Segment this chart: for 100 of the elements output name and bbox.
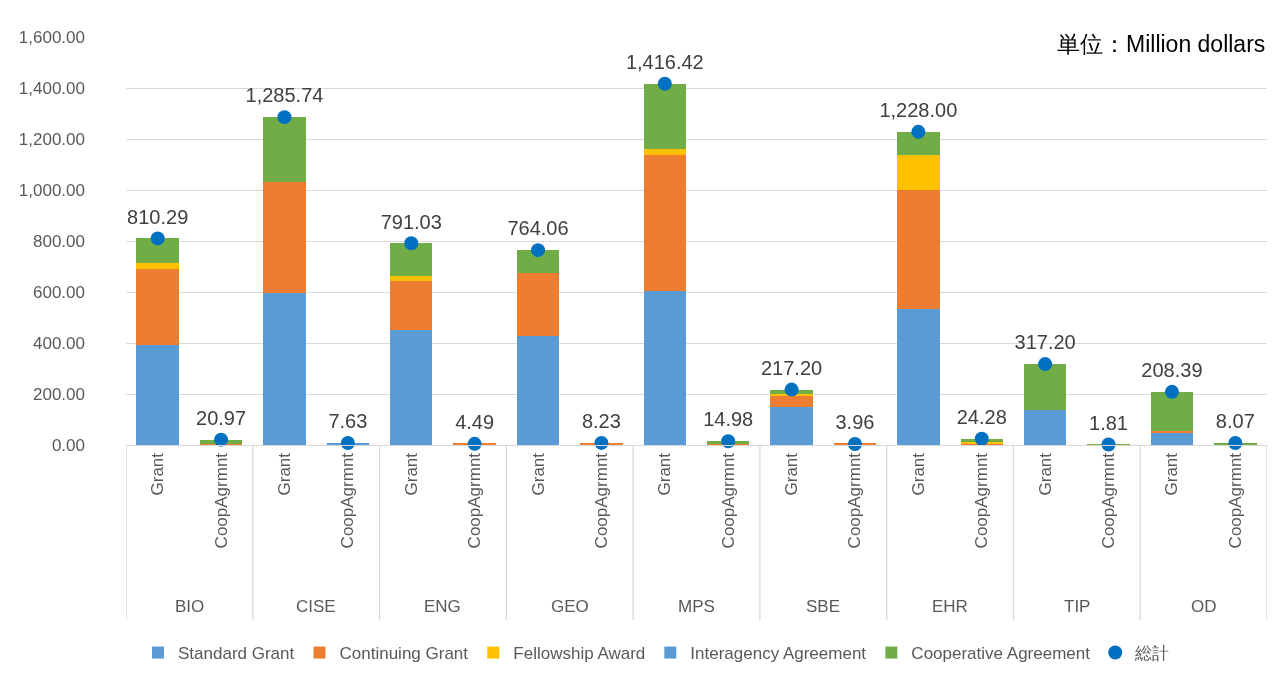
bar xyxy=(136,345,179,445)
data-label: 20.97 xyxy=(196,406,247,429)
bar xyxy=(897,131,940,155)
bar xyxy=(643,83,687,150)
legend-label: Fellowship Award xyxy=(513,644,646,664)
data-label: 1,228.00 xyxy=(879,99,958,122)
x-tick-label: Grant xyxy=(655,452,675,496)
data-label: 14.98 xyxy=(703,408,754,431)
x-tick-label: Grant xyxy=(782,452,802,496)
x-tick-label: Grant xyxy=(148,452,168,496)
point xyxy=(531,243,546,258)
bar xyxy=(1150,391,1194,432)
data-label: 3.96 xyxy=(835,411,875,434)
point xyxy=(404,236,419,251)
bar xyxy=(263,117,306,182)
bar xyxy=(516,335,560,445)
data-label: 8.07 xyxy=(1215,410,1255,433)
x-tick-label: CoopAgrmnt xyxy=(465,452,485,549)
data-label: 810.29 xyxy=(127,205,189,228)
bar xyxy=(390,330,433,445)
bar xyxy=(897,308,940,445)
legend-label: Continuing Grant xyxy=(339,644,469,664)
text: EHR xyxy=(932,597,968,616)
text: SBE xyxy=(806,597,841,616)
y-tick-label: 200.00 xyxy=(33,384,85,404)
data-label: 791.03 xyxy=(380,210,442,233)
bar xyxy=(390,243,433,277)
point xyxy=(467,436,482,451)
point xyxy=(340,436,355,451)
bar xyxy=(770,406,813,445)
point xyxy=(847,436,862,451)
x-tick-label: CoopAgrmnt xyxy=(972,452,992,549)
text: ENG xyxy=(424,597,461,616)
data-label: 1.81 xyxy=(1089,411,1128,434)
x-tick-label: Grant xyxy=(908,452,928,496)
bar xyxy=(136,268,179,346)
data-label: 317.20 xyxy=(1014,331,1076,354)
bar xyxy=(516,250,560,273)
bar xyxy=(263,293,306,445)
point xyxy=(150,231,165,246)
y-tick-label: 1,200.00 xyxy=(18,129,85,149)
bar xyxy=(390,281,433,331)
x-tick-label: CoopAgrmnt xyxy=(591,452,611,549)
point xyxy=(214,432,229,447)
data-label: 217.20 xyxy=(760,356,823,379)
point xyxy=(657,76,672,91)
bar xyxy=(390,276,433,282)
data-label: 24.28 xyxy=(956,406,1007,429)
legend-label: Cooperative Agreement xyxy=(911,644,1091,664)
bar xyxy=(643,291,687,445)
point xyxy=(1038,357,1053,372)
bar xyxy=(1023,364,1067,411)
text: BIO xyxy=(175,597,205,616)
point xyxy=(974,431,989,446)
y-tick-label: 400.00 xyxy=(33,333,85,353)
bar xyxy=(643,149,687,156)
point xyxy=(277,110,292,125)
x-tick-label: Grant xyxy=(274,452,294,496)
text: MPS xyxy=(678,597,715,616)
x-tick-label: CoopAgrmnt xyxy=(718,452,738,549)
data-label: 4.49 xyxy=(455,411,495,434)
point xyxy=(1228,435,1243,450)
legend-label: 総計 xyxy=(1134,644,1170,664)
bar xyxy=(136,263,179,269)
x-tick-label: Grant xyxy=(528,452,548,496)
y-tick-label: 600.00 xyxy=(33,282,85,302)
data-label: 208.39 xyxy=(1141,359,1203,382)
y-axis-title: 単位：Million dollars xyxy=(1057,31,1266,57)
text: OD xyxy=(1191,597,1217,616)
text: TIP xyxy=(1064,597,1091,616)
point xyxy=(911,124,926,139)
bar xyxy=(1023,410,1067,445)
data-label: 1,285.74 xyxy=(245,84,324,107)
y-tick-label: 1,000.00 xyxy=(18,180,85,200)
bar xyxy=(897,190,940,309)
text: GEO xyxy=(551,597,589,616)
bar xyxy=(516,272,560,336)
bar xyxy=(1150,432,1194,445)
y-tick-label: 1,600.00 xyxy=(18,27,85,47)
y-tick-label: 1,400.00 xyxy=(18,78,85,98)
data-label: 7.63 xyxy=(328,410,368,433)
legend-label: Standard Grant xyxy=(178,644,295,664)
legend-label: Interagency Agreement xyxy=(690,644,867,664)
bar xyxy=(643,155,687,292)
point xyxy=(721,434,736,449)
data-label: 8.23 xyxy=(581,410,621,433)
x-tick-label: CoopAgrmnt xyxy=(845,452,865,549)
x-tick-label: CoopAgrmnt xyxy=(1099,452,1119,549)
x-tick-label: CoopAgrmnt xyxy=(1225,452,1245,549)
text: CISE xyxy=(296,597,336,616)
y-tick-label: 800.00 xyxy=(33,231,85,251)
bar xyxy=(770,396,813,407)
data-label: 1,416.42 xyxy=(625,51,704,74)
data-label: 764.06 xyxy=(507,217,569,240)
bar xyxy=(136,238,179,264)
bar xyxy=(263,181,306,294)
x-tick-label: Grant xyxy=(401,452,421,496)
point xyxy=(784,382,799,397)
x-tick-label: Grant xyxy=(1162,452,1182,496)
x-tick-label: CoopAgrmnt xyxy=(338,452,358,549)
